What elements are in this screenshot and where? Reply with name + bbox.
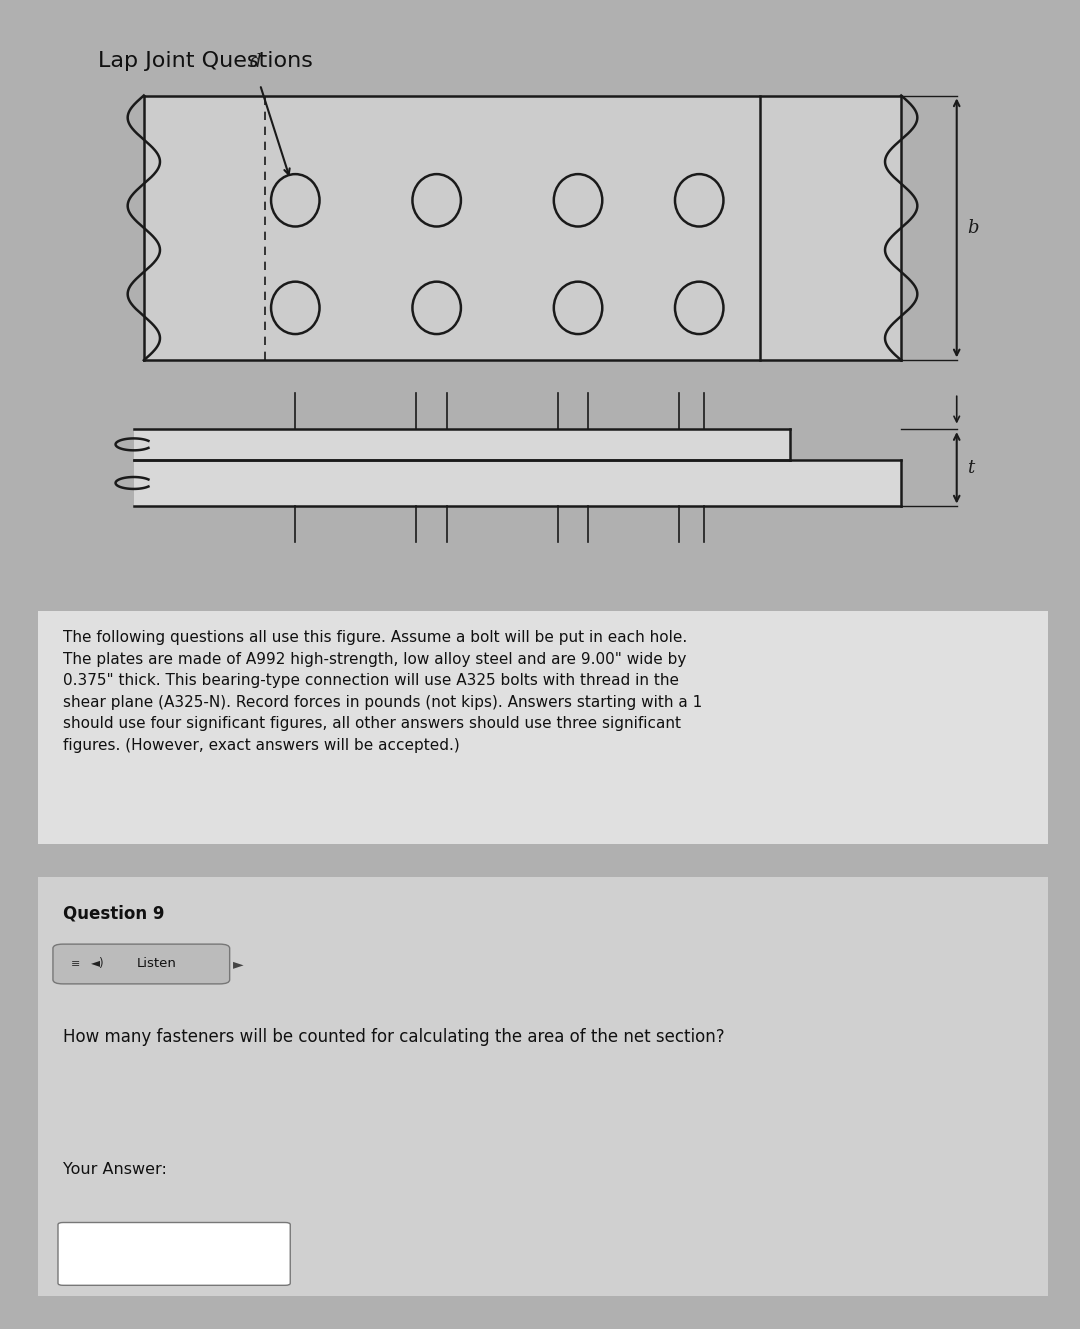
Text: ►: ► [232, 957, 243, 970]
FancyBboxPatch shape [53, 944, 230, 983]
FancyBboxPatch shape [58, 1223, 291, 1285]
Text: ◄): ◄) [92, 957, 105, 970]
FancyBboxPatch shape [23, 607, 1063, 848]
FancyBboxPatch shape [23, 870, 1063, 1302]
Text: Question 9: Question 9 [63, 904, 164, 922]
Text: b: b [967, 219, 978, 237]
Text: How many fasteners will be counted for calculating the area of the net section?: How many fasteners will be counted for c… [63, 1027, 725, 1046]
Text: Listen: Listen [137, 957, 177, 970]
Text: ≡: ≡ [71, 958, 81, 969]
Bar [134, 460, 901, 506]
Text: d: d [249, 53, 260, 72]
Bar [134, 429, 791, 460]
Bar [144, 96, 901, 360]
Text: The following questions all use this figure. Assume a bolt will be put in each h: The following questions all use this fig… [63, 630, 702, 754]
Text: t: t [967, 459, 974, 477]
Text: Your Answer:: Your Answer: [63, 1162, 167, 1176]
Text: Lap Joint Questions: Lap Joint Questions [98, 52, 313, 72]
